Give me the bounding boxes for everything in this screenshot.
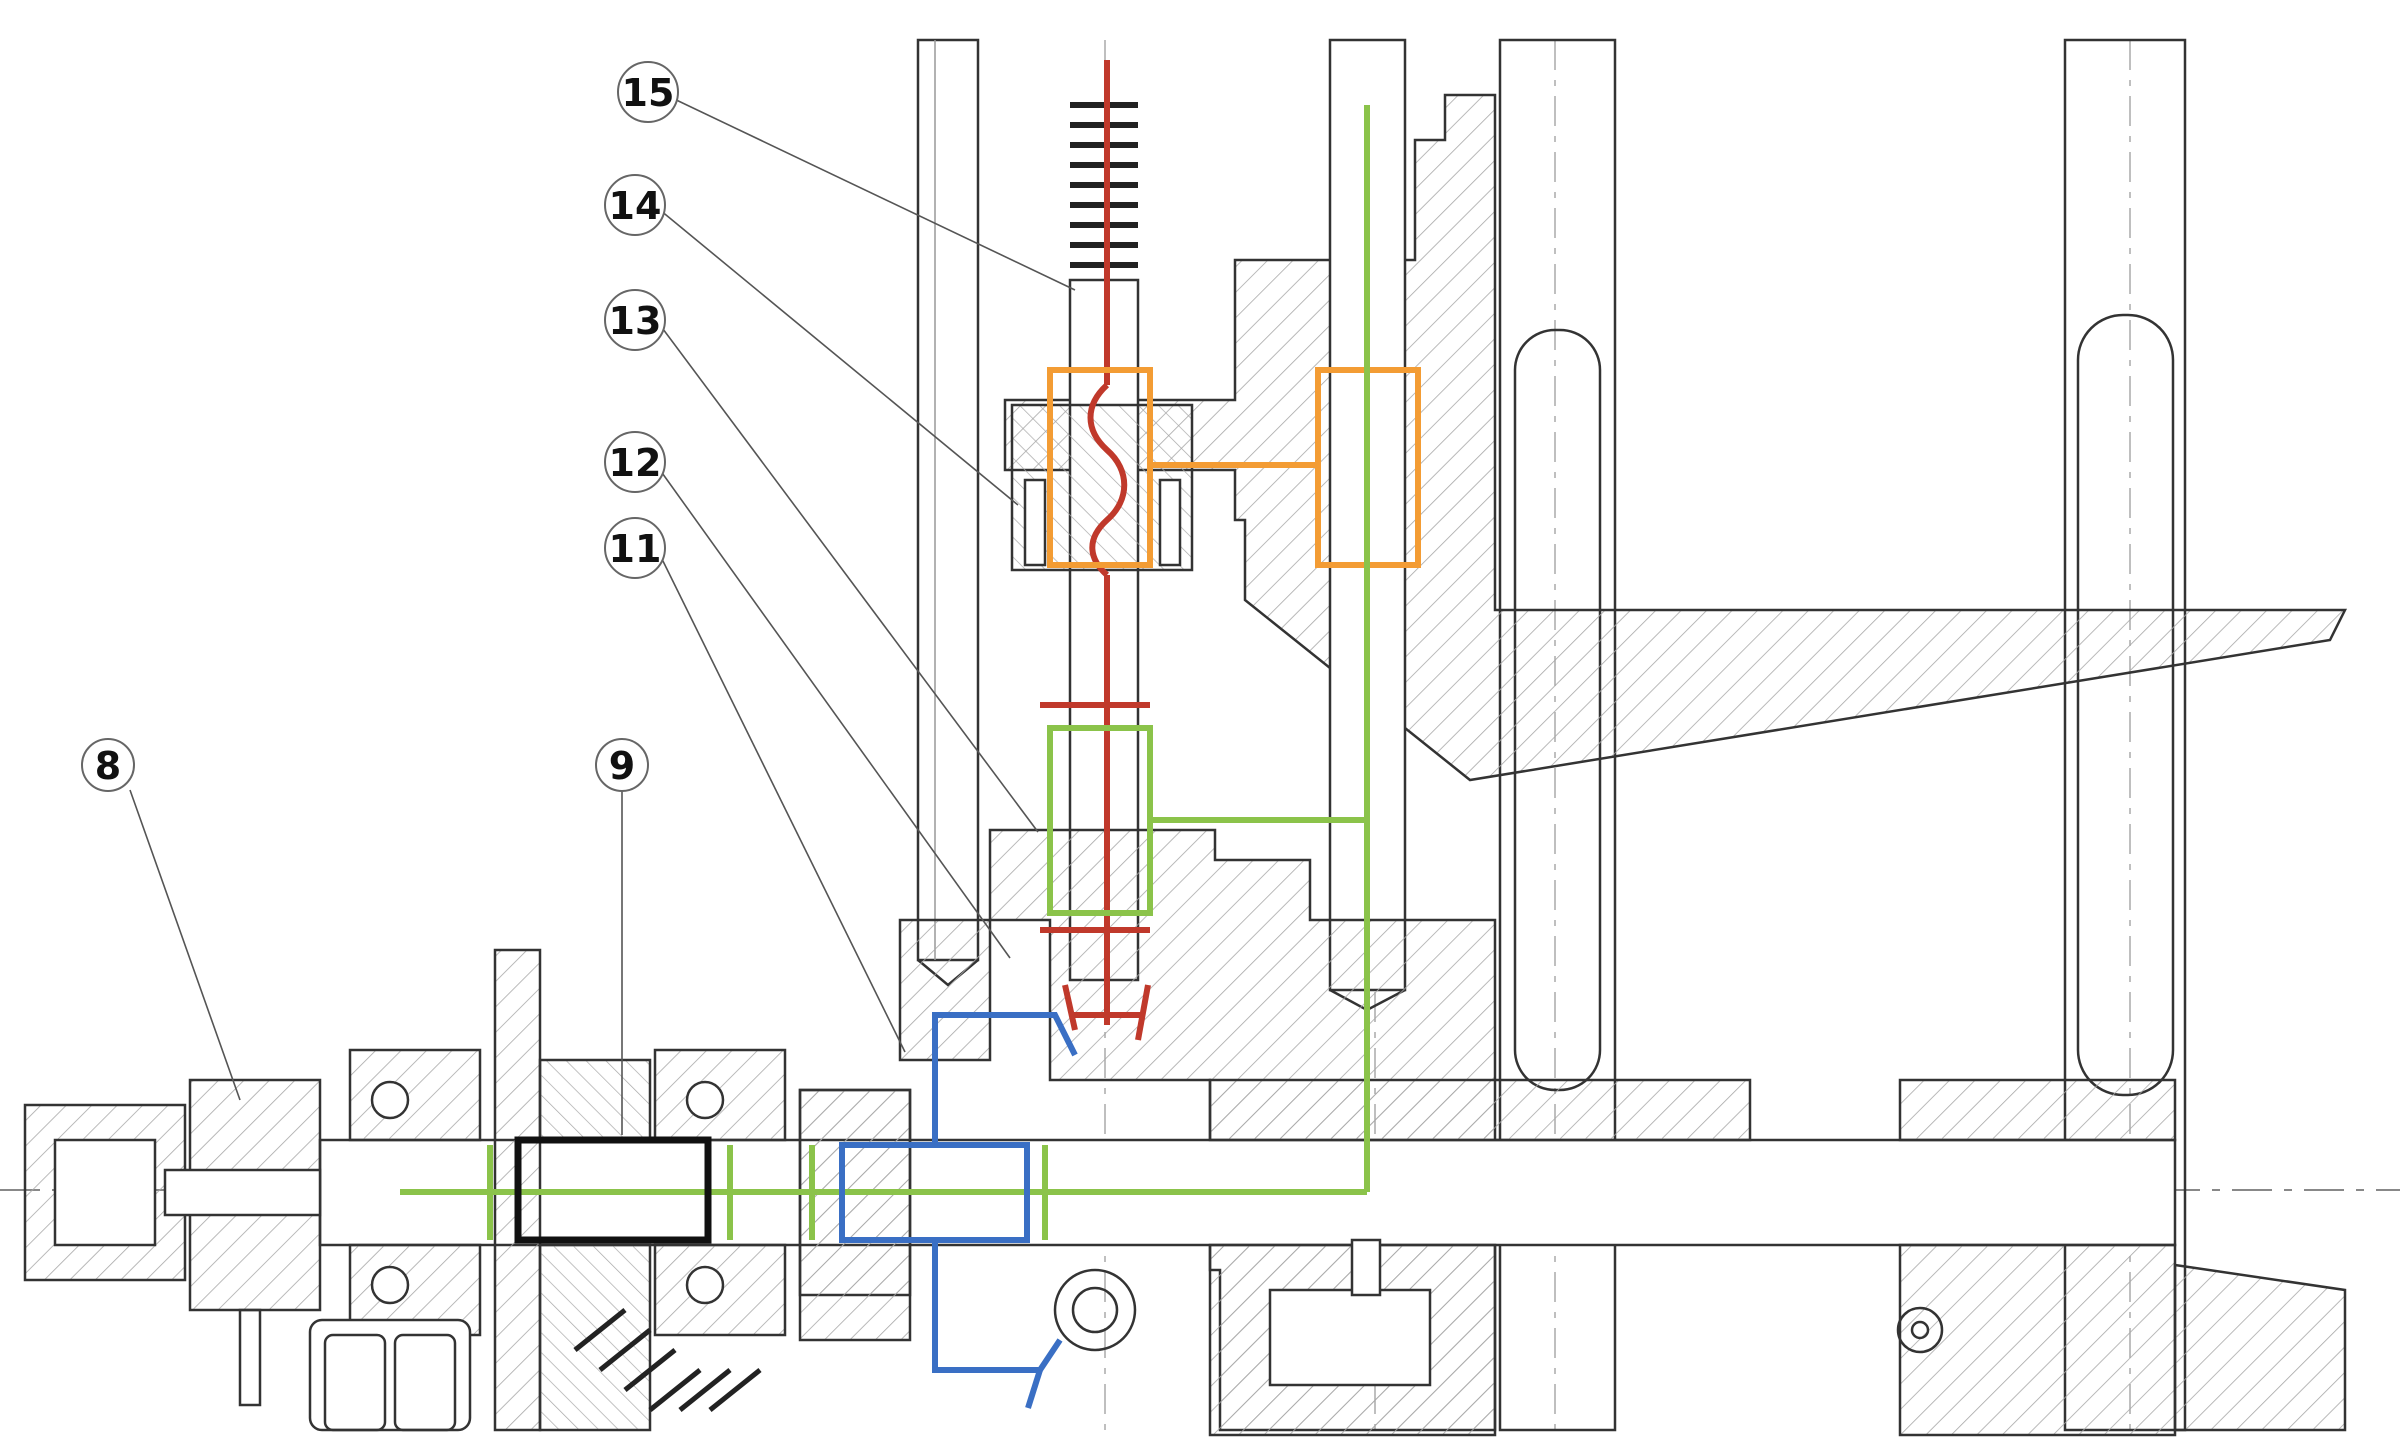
- callout-8-label: 8: [95, 744, 121, 788]
- callout-8: 8: [81, 738, 135, 792]
- callout-15: 15: [617, 61, 679, 123]
- right-bearing: [653, 1048, 787, 1337]
- callout-14: 14: [604, 174, 666, 236]
- eye-bolt-ring: [1053, 1268, 1137, 1352]
- red-path-overlay: [1040, 60, 1151, 1041]
- callout-11-label: 11: [609, 527, 662, 571]
- drawing-linework: [0, 38, 2400, 1437]
- blue-path-overlay: [839, 1012, 1078, 1409]
- callout-14-label: 14: [609, 184, 662, 228]
- callout-13-label: 13: [609, 299, 662, 343]
- left-guide-rod: [916, 38, 980, 962]
- callout-15-label: 15: [622, 71, 675, 115]
- green-path-overlay: [400, 105, 1370, 1240]
- leader-lines: [129, 96, 1076, 1135]
- upper-bracket: [1003, 93, 2348, 782]
- callout-9: 9: [595, 738, 649, 792]
- callout-13: 13: [604, 289, 666, 351]
- callout-11: 11: [604, 517, 666, 579]
- callout-9-label: 9: [609, 744, 635, 788]
- black-gear-box-overlay: [514, 1136, 712, 1244]
- callout-12-label: 12: [609, 441, 662, 485]
- callout-12: 12: [604, 431, 666, 493]
- helical-gear-teeth: [573, 1308, 762, 1412]
